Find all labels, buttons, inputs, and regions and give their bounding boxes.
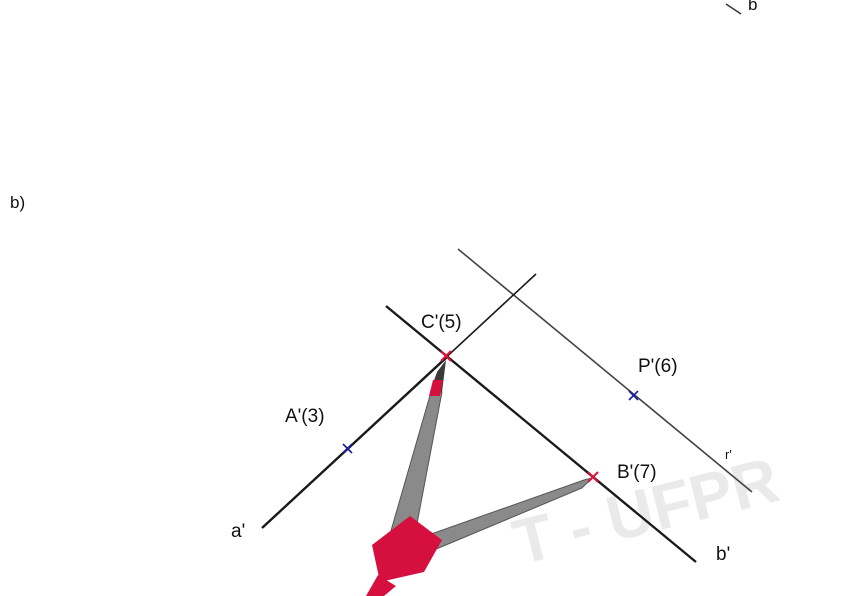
label-B: B'(7) [617, 462, 657, 483]
point-P-marker [628, 390, 639, 401]
label-A: A'(3) [285, 406, 325, 427]
point-C-marker [440, 350, 452, 362]
top-fragment-line [725, 3, 742, 15]
part-label: b) [10, 193, 26, 212]
line-b-prime [385, 305, 697, 563]
top-fragment-label: b [748, 0, 757, 14]
point-B-marker [587, 471, 599, 483]
label-r-prime: r' [725, 447, 732, 462]
line-a-prime [261, 356, 448, 529]
label-P: P'(6) [638, 356, 678, 377]
line-r-prime [457, 248, 753, 493]
label-a-prime: a' [231, 521, 245, 542]
point-A-marker [342, 443, 353, 454]
label-b-prime: b' [716, 544, 730, 565]
compass-icon [366, 360, 594, 596]
label-C: C'(5) [421, 312, 462, 333]
